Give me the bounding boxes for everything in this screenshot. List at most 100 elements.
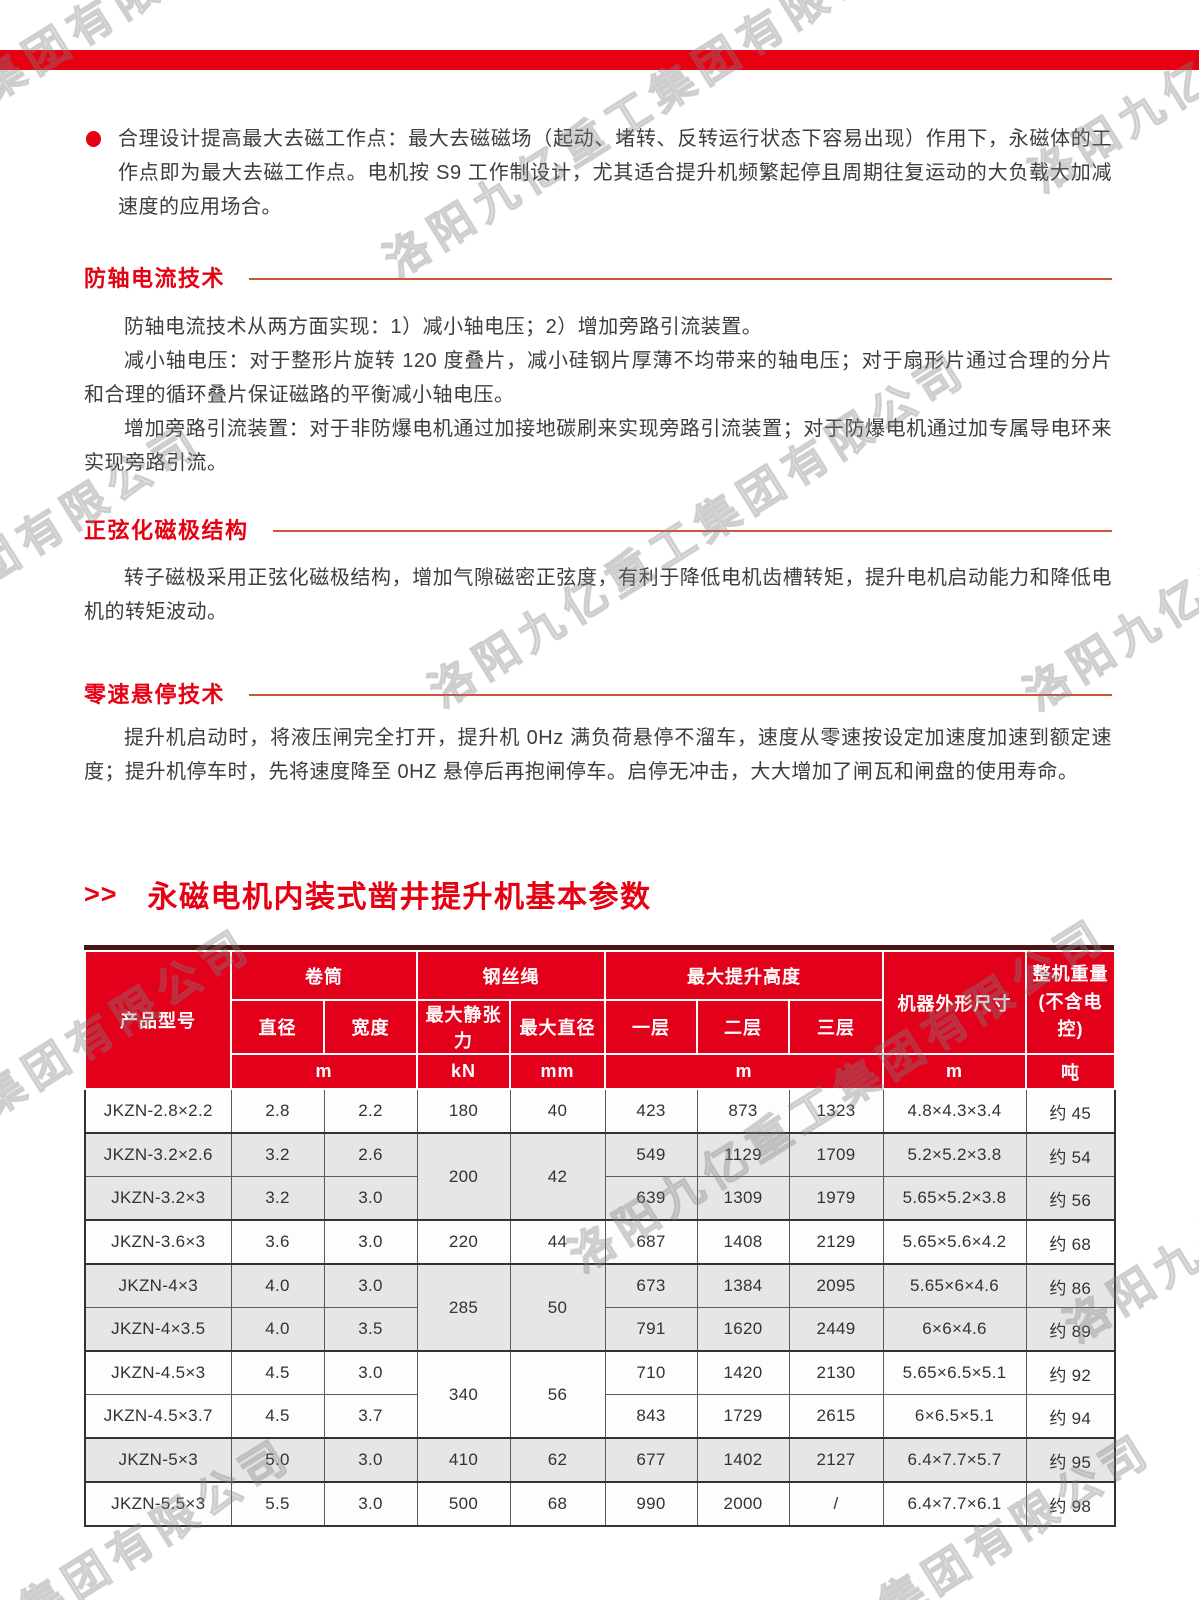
cell-dims: 5.65×5.6×4.2	[882, 1219, 1027, 1265]
cell-width: 3.0	[323, 1219, 418, 1265]
paragraph: 防轴电流技术从两方面实现：1）减小轴电压；2）增加旁路引流装置。	[124, 316, 763, 338]
cell-layer2: 2000	[696, 1481, 790, 1527]
cell-width: 3.5	[323, 1307, 418, 1352]
cell-tension: 500	[416, 1481, 511, 1527]
cell-dims: 5.65×6×4.6	[882, 1263, 1027, 1308]
paragraph: 减小轴电压：对于整形片旋转 120 度叠片，减小硅钢片厚薄不均带来的轴电压；对于…	[84, 350, 1112, 406]
cell-dims: 5.65×6.5×5.1	[882, 1350, 1027, 1395]
header-sub-row: 直径 宽度 最大静张力 最大直径 一层 二层 三层	[85, 999, 1115, 1055]
cell-diameter: 4.5	[230, 1394, 325, 1439]
cell-model: JKZN-4×3	[84, 1263, 232, 1308]
watermark: 洛阳九亿重工集团有限公司	[1136, 1379, 1199, 1600]
cell-layer1: 423	[604, 1088, 698, 1134]
cell-weight: 约 68	[1025, 1219, 1116, 1265]
paragraph: 增加旁路引流装置：对于非防爆电机通过加接地碳刷来实现旁路引流装置；对于防爆电机通…	[84, 418, 1112, 474]
cell-dims: 5.2×5.2×3.8	[882, 1132, 1027, 1177]
table-row: JKZN-4×3 4.0 3.0 285 50 673 1384 2095 5.…	[84, 1263, 1116, 1352]
heading-rule	[272, 529, 1112, 532]
table-row: JKZN-5×3 5.0 3.0 410 62 677 1402 2127 6.…	[84, 1437, 1116, 1483]
col-header-width: 宽度	[323, 999, 418, 1055]
unit-tension-kn: kN	[416, 1053, 511, 1090]
section-body-sinusoidal-pole: 转子磁极采用正弦化磁极结构，增加气隙磁密正弦度，有利于降低电机齿槽转矩，提升电机…	[84, 561, 1112, 629]
cell-layer2: 1620	[696, 1307, 790, 1352]
cell-width: 3.0	[323, 1263, 418, 1308]
section-heading-text: 防轴电流技术	[84, 266, 226, 291]
bullet-icon	[86, 131, 101, 147]
top-red-bar	[0, 50, 1199, 70]
table-title: >> 永磁电机内装式凿井提升机基本参数	[84, 874, 652, 915]
header-group-row: 产品型号 卷筒 钢丝绳 最大提升高度 机器外形尺寸 整机重量 (不含电控)	[84, 950, 1117, 1090]
cell-width: 2.6	[323, 1132, 418, 1177]
cell-layer1: 677	[604, 1437, 698, 1483]
table-row: JKZN-4.5×3.7 4.5 3.7 843 1729 2615 6×6.5…	[84, 1394, 1116, 1439]
cell-layer1: 710	[604, 1350, 698, 1395]
cell-layer2: 1309	[696, 1176, 790, 1221]
paragraph: 提升机启动时，将液压闸完全打开，提升机 0Hz 满负荷悬停不溜车，速度从零速按设…	[84, 727, 1112, 783]
cell-rope: 44	[509, 1219, 606, 1265]
cell-tension: 180	[416, 1088, 511, 1134]
cell-layer3: 1979	[788, 1176, 884, 1221]
unit-drum-m: m	[230, 1053, 418, 1090]
cell-rope: 42	[509, 1132, 606, 1221]
unit-height-m: m	[603, 1053, 885, 1090]
col-header-layer1: 一层	[604, 999, 698, 1055]
heading-rule	[249, 277, 1112, 280]
table-top-strip	[84, 945, 1114, 950]
cell-weight: 约 89	[1025, 1307, 1116, 1352]
weight-header-line2: (不含电控)	[1038, 991, 1103, 1040]
section-heading-zero-speed-hover: 零速悬停技术	[84, 678, 1112, 708]
cell-width: 2.2	[323, 1088, 418, 1134]
unit-weight-ton: 吨	[1025, 1053, 1117, 1090]
cell-layer1: 990	[604, 1481, 698, 1527]
cell-layer1: 673	[604, 1263, 698, 1308]
cell-weight: 约 56	[1025, 1176, 1116, 1221]
cell-dims: 6×6×4.6	[882, 1307, 1027, 1352]
cell-tension: 200	[416, 1132, 511, 1221]
cell-diameter: 5.0	[230, 1437, 325, 1483]
cell-layer1: 639	[604, 1176, 698, 1221]
cell-layer2: 1420	[696, 1350, 790, 1395]
cell-diameter: 3.2	[230, 1132, 325, 1177]
table-row: JKZN-4.5×3 4.5 3.0 340 56 710 1420 2130 …	[84, 1350, 1116, 1439]
cell-model: JKZN-4.5×3.7	[84, 1394, 232, 1439]
col-header-layer3: 三层	[787, 999, 885, 1055]
section-heading-text: 正弦化磁极结构	[84, 518, 249, 543]
unit-rope-mm: mm	[509, 1053, 606, 1090]
parameters-table-wrap: 产品型号 卷筒 钢丝绳 最大提升高度 机器外形尺寸 整机重量 (不含电控) 直径…	[84, 945, 1117, 1527]
cell-width: 3.7	[323, 1394, 418, 1439]
cell-layer3: 1709	[788, 1132, 884, 1177]
cell-tension: 285	[416, 1263, 511, 1352]
cell-tension: 220	[416, 1219, 511, 1265]
cell-layer3: 2130	[788, 1350, 884, 1395]
cell-layer3: 2615	[788, 1394, 884, 1439]
col-header-max-static-tension: 最大静张力	[416, 999, 511, 1055]
cell-diameter: 4.5	[230, 1350, 325, 1395]
title-chevrons-icon: >>	[84, 878, 118, 909]
cell-weight: 约 86	[1025, 1263, 1116, 1308]
weight-header-line1: 整机重量	[1032, 963, 1109, 984]
cell-model: JKZN-2.8×2.2	[84, 1088, 232, 1134]
header-unit-row: m kN mm m m 吨	[85, 1053, 1117, 1090]
cell-width: 3.0	[323, 1437, 418, 1483]
cell-layer2: 1729	[696, 1394, 790, 1439]
table-title-text: 永磁电机内装式凿井提升机基本参数	[147, 881, 652, 914]
cell-dims: 6×6.5×5.1	[882, 1394, 1027, 1439]
table-row: JKZN-3.6×3 3.6 3.0 220 44 687 1408 2129 …	[84, 1219, 1116, 1265]
cell-weight: 约 92	[1025, 1350, 1116, 1395]
cell-layer1: 791	[604, 1307, 698, 1352]
cell-diameter: 5.5	[230, 1481, 325, 1527]
cell-model: JKZN-3.6×3	[84, 1219, 232, 1265]
cell-dims: 6.4×7.7×6.1	[882, 1481, 1027, 1527]
cell-layer3: 2449	[788, 1307, 884, 1352]
cell-layer3: 2129	[788, 1219, 884, 1265]
cell-layer3: /	[788, 1481, 884, 1527]
cell-dims: 5.65×5.2×3.8	[882, 1176, 1027, 1221]
table-row: JKZN-2.8×2.2 2.8 2.2 180 40 423 873 1323…	[84, 1088, 1116, 1134]
cell-layer3: 1323	[788, 1088, 884, 1134]
cell-rope: 56	[509, 1350, 606, 1439]
cell-tension: 410	[416, 1437, 511, 1483]
cell-model: JKZN-3.2×3	[84, 1176, 232, 1221]
cell-layer1: 549	[604, 1132, 698, 1177]
cell-dims: 6.4×7.7×5.7	[882, 1437, 1027, 1483]
cell-model: JKZN-4.5×3	[84, 1350, 232, 1395]
